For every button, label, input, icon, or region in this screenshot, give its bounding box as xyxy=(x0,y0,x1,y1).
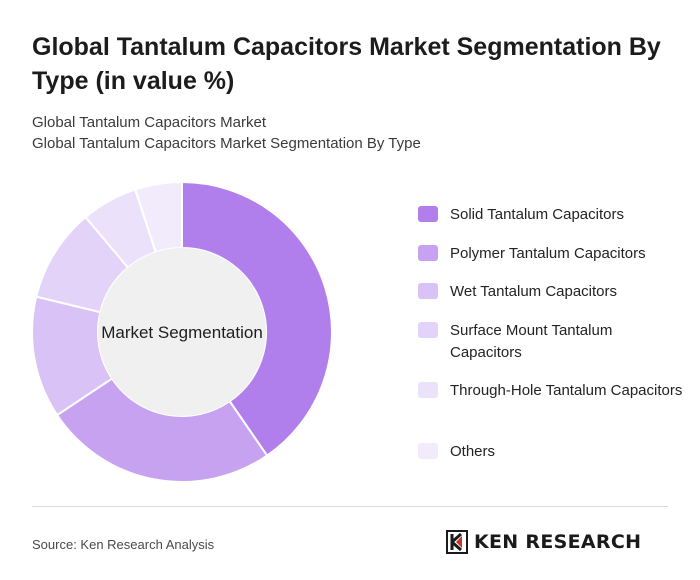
chart-title: Global Tantalum Capacitors Market Segmen… xyxy=(32,33,661,95)
slice-polymer-tantalum-capacitors xyxy=(55,377,269,483)
donut-center xyxy=(98,248,266,416)
legend-swatch xyxy=(418,283,438,299)
chart-subtitle-segmentation: Global Tantalum Capacitors Market Segmen… xyxy=(32,135,421,152)
legend-swatch xyxy=(418,245,438,261)
ken-research-wordmark: KEN RESEARCH xyxy=(474,531,642,553)
ken-research-logo: KEN RESEARCH xyxy=(446,530,641,554)
chart-subtitle-market: Global Tantalum Capacitors Market xyxy=(32,114,266,131)
legend-swatch xyxy=(418,322,438,338)
legend-item-others: Others xyxy=(418,441,688,463)
legend-item-through-hole-tantalum-capacitors: Through-Hole Tantalum Capacitors xyxy=(418,380,688,402)
slice-solid-tantalum-capacitors xyxy=(181,180,333,457)
source-note: Source: Ken Research Analysis xyxy=(32,537,215,552)
footer-divider xyxy=(32,506,668,507)
legend-label: Others xyxy=(450,443,496,460)
donut-chart: Market Segmentation xyxy=(31,180,333,483)
legend-item-solid-tantalum-capacitors: Solid Tantalum Capacitors xyxy=(418,204,688,226)
legend-label: Wet Tantalum Capacitors xyxy=(450,283,618,300)
ken-research-logo-mark xyxy=(446,530,468,554)
legend-item-polymer-tantalum-capacitors: Polymer Tantalum Capacitors xyxy=(418,243,688,265)
donut-slices xyxy=(31,180,333,483)
legend-label: Through-Hole Tantalum Capacitors xyxy=(450,382,683,399)
legend-label: Solid Tantalum Capacitors xyxy=(450,206,624,223)
legend-swatch xyxy=(418,443,438,459)
legend-swatch xyxy=(418,206,438,222)
legend-item-wet-tantalum-capacitors: Wet Tantalum Capacitors xyxy=(418,281,688,303)
legend-item-surface-mount-tantalum-capacitors: Surface Mount Tantalum Capacitors xyxy=(418,320,688,364)
center-label: Market Segmentation xyxy=(101,323,263,342)
legend-label: Surface Mount Tantalum Capacitors xyxy=(450,322,613,361)
legend-swatch xyxy=(418,382,438,398)
legend-label: Polymer Tantalum Capacitors xyxy=(450,245,646,262)
